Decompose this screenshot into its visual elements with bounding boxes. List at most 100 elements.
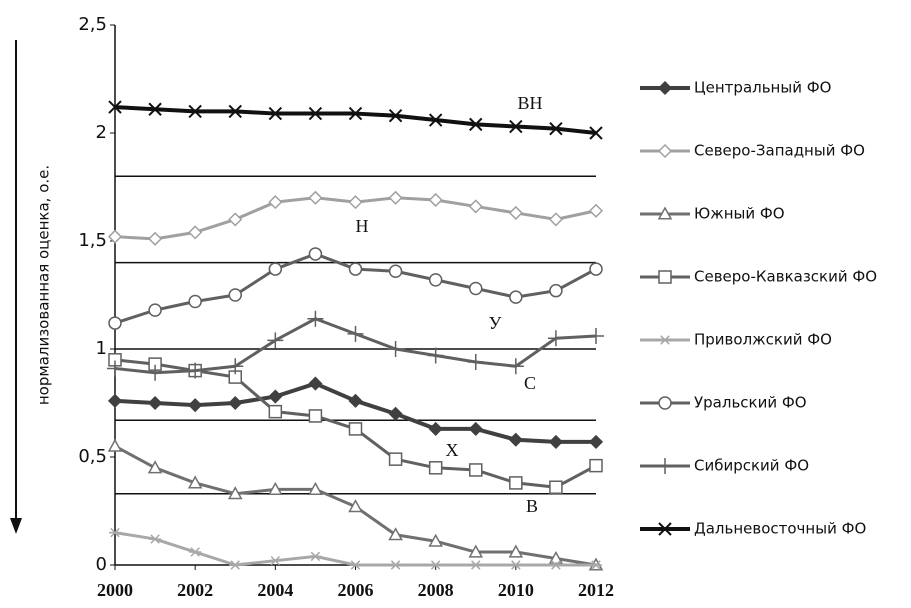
- point: [268, 195, 283, 210]
- x-tick-label: 2002: [177, 580, 213, 600]
- point: [149, 534, 162, 544]
- point: [107, 393, 123, 408]
- x-tick-label: 2006: [338, 580, 374, 600]
- point: [468, 544, 484, 558]
- point: [348, 262, 363, 276]
- point: [548, 212, 563, 227]
- point: [508, 544, 524, 558]
- point: [509, 476, 523, 490]
- legend-label: Приволжский ФО: [694, 331, 832, 349]
- point: [588, 328, 604, 345]
- series-line: [114, 531, 596, 567]
- point: [509, 119, 523, 134]
- point: [549, 283, 563, 298]
- point: [269, 555, 282, 566]
- point: [547, 330, 564, 347]
- point: [108, 100, 122, 114]
- point: [308, 376, 323, 391]
- point: [308, 481, 323, 495]
- legend-label: Северо-Западный ФО: [694, 142, 865, 160]
- point: [268, 262, 283, 276]
- point: [428, 273, 443, 287]
- y-tick-label: 1: [96, 338, 107, 359]
- point: [228, 395, 243, 411]
- point: [509, 560, 522, 570]
- x-tick-label: 2012: [578, 580, 614, 600]
- point: [548, 434, 563, 449]
- point: [148, 102, 162, 116]
- point: [388, 264, 403, 278]
- point: [348, 422, 363, 436]
- annotation: Н: [356, 216, 369, 236]
- point: [348, 106, 363, 121]
- point: [429, 560, 442, 570]
- point: [508, 205, 523, 220]
- point: [589, 126, 603, 140]
- point: [308, 190, 323, 205]
- point: [109, 527, 121, 538]
- arrow-head: [10, 518, 22, 534]
- point: [107, 360, 123, 377]
- point: [348, 499, 363, 513]
- point: [428, 113, 443, 127]
- point: [428, 533, 443, 547]
- point: [388, 406, 403, 421]
- point: [188, 294, 202, 309]
- point: [389, 560, 402, 570]
- point: [309, 551, 322, 562]
- point: [348, 195, 363, 210]
- y-tick-label: 2,5: [78, 14, 107, 35]
- legend-marker: [657, 80, 673, 96]
- point: [148, 303, 162, 317]
- point: [589, 262, 603, 276]
- legend-marker: [657, 206, 673, 220]
- point: [349, 560, 362, 570]
- point: [308, 247, 323, 261]
- point: [347, 325, 364, 342]
- point: [388, 527, 403, 541]
- point: [229, 560, 242, 570]
- annotation: В: [526, 496, 538, 516]
- point: [307, 310, 324, 327]
- point: [388, 190, 403, 205]
- point: [468, 421, 483, 436]
- annotation: У: [489, 313, 502, 333]
- x-tick-label: 2004: [257, 580, 293, 600]
- point: [388, 452, 403, 466]
- point: [227, 486, 243, 500]
- point: [148, 395, 163, 411]
- point: [348, 393, 363, 408]
- point: [468, 199, 483, 214]
- point: [108, 316, 122, 330]
- point: [549, 560, 562, 570]
- point: [227, 358, 244, 375]
- point: [589, 458, 603, 473]
- point: [388, 109, 403, 123]
- point: [428, 421, 443, 436]
- point: [469, 560, 482, 570]
- point: [427, 347, 444, 364]
- x-tick-label: 2010: [498, 580, 534, 600]
- point: [308, 409, 323, 423]
- point: [588, 434, 604, 449]
- point: [590, 560, 602, 570]
- x-tick-label: 2008: [418, 580, 454, 600]
- legend-label: Северо-Кавказский ФО: [694, 268, 877, 286]
- legend-label: Центральный ФО: [694, 79, 831, 97]
- point: [268, 481, 283, 495]
- y-tick-label: 0,5: [78, 446, 107, 467]
- point: [549, 121, 563, 136]
- legend-marker: [659, 335, 671, 345]
- point: [187, 362, 204, 379]
- point: [387, 341, 404, 357]
- point: [148, 231, 163, 246]
- point: [469, 281, 483, 296]
- point: [188, 225, 203, 240]
- point: [467, 353, 484, 370]
- point: [428, 461, 443, 475]
- point: [268, 389, 283, 404]
- y-tick-label: 1,5: [78, 230, 107, 251]
- legend-label: Южный ФО: [694, 205, 785, 223]
- y-axis-label: нормализованная оценка, о.е.: [35, 165, 53, 405]
- point: [228, 104, 242, 119]
